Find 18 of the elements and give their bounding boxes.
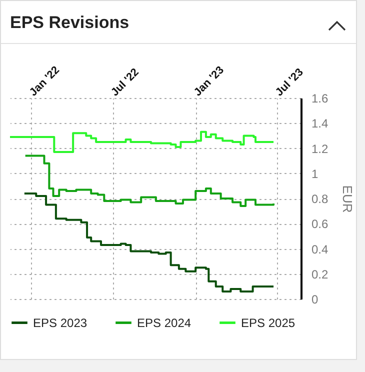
y-tick-label: 0.8 <box>312 192 329 206</box>
legend-label: EPS 2023 <box>33 316 88 330</box>
legend-label: EPS 2025 <box>241 316 296 330</box>
x-tick-label: Jul '23 <box>273 66 306 99</box>
legend-label: EPS 2024 <box>137 316 192 330</box>
y-tick-label: 1.6 <box>312 92 329 106</box>
y-axis-title: EUR <box>340 185 356 213</box>
y-tick-label: 0.4 <box>312 242 329 256</box>
chart-title: EPS Revisions <box>10 13 130 33</box>
x-tick-label: Jan '22 <box>27 64 62 99</box>
x-tick-label: Jul '22 <box>108 66 142 99</box>
y-tick-label: 1.4 <box>312 116 329 131</box>
y-tick-label: 1 <box>312 166 318 181</box>
y-tick-label: 0.2 <box>312 267 329 282</box>
y-tick-label: 1.2 <box>312 142 329 156</box>
y-tick-label: 0.6 <box>312 217 329 232</box>
x-tick-label: Jan '23 <box>192 64 226 99</box>
y-tick-label: 0 <box>312 292 318 306</box>
